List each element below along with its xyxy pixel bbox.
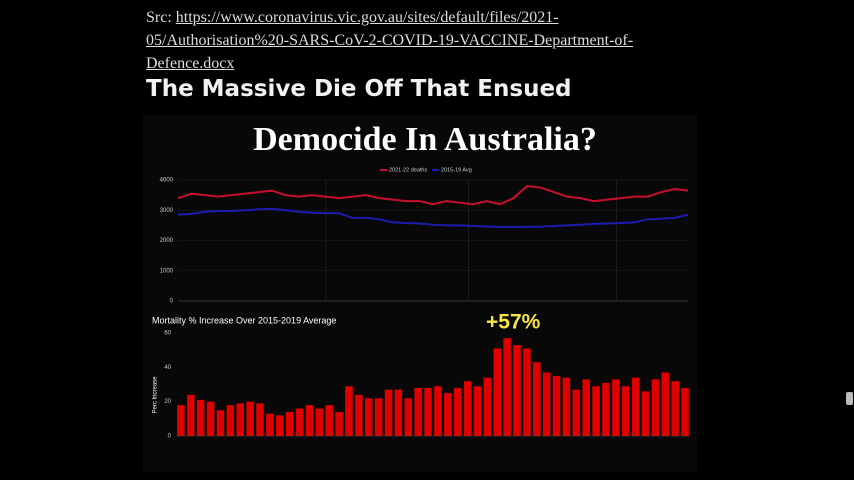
bar (444, 393, 452, 436)
bar (612, 379, 620, 436)
bar (533, 362, 541, 436)
bar (671, 381, 679, 436)
bar (315, 408, 324, 436)
bar (473, 386, 482, 436)
legend-label: 2015-19 Avg (441, 167, 472, 173)
bar (384, 389, 393, 436)
bar (552, 375, 561, 436)
y-tick-label: 20 (164, 399, 171, 405)
bar (453, 387, 462, 436)
bar (177, 405, 185, 436)
series-line (177, 207, 689, 228)
bar (483, 377, 492, 436)
bar (493, 348, 502, 436)
bar (631, 377, 640, 436)
bar (681, 387, 689, 436)
bar (424, 387, 432, 436)
bar (503, 338, 511, 436)
bar (256, 403, 264, 436)
y-tick-label: 2000 (160, 238, 174, 244)
bar (661, 372, 670, 436)
bar (295, 408, 304, 436)
bar (345, 386, 353, 436)
bar (463, 381, 472, 436)
bar (325, 405, 333, 436)
bar (602, 382, 610, 436)
bar (434, 386, 442, 436)
bar (266, 413, 274, 436)
bar (542, 372, 551, 436)
bar (355, 394, 363, 436)
bar (364, 398, 373, 436)
bar (651, 379, 660, 436)
bar (196, 399, 205, 436)
chart-title: Mortality % Increase Over 2015-2019 Aver… (152, 315, 336, 325)
bar (414, 387, 422, 436)
y-tick-label: 0 (170, 299, 174, 305)
bar (394, 389, 403, 436)
bar (523, 348, 531, 436)
bar (246, 401, 254, 436)
bar (582, 379, 590, 436)
y-tick-label: 4000 (160, 178, 174, 184)
bar (621, 386, 630, 436)
y-tick-label: 60 (164, 331, 171, 337)
bar (374, 398, 383, 436)
source-link[interactable]: https://www.coronavirus.vic.gov.au/sites… (146, 9, 634, 72)
bar (404, 398, 413, 436)
bar (187, 394, 195, 436)
y-tick-label: 3000 (160, 208, 174, 214)
bar (285, 411, 294, 436)
y-tick-label: 1000 (160, 268, 174, 274)
bar (236, 403, 245, 436)
bar (592, 386, 600, 436)
y-tick-label: 0 (168, 434, 172, 440)
image-title: Democide In Australia? (253, 121, 597, 158)
bar (276, 415, 284, 436)
y-tick-label: 40 (164, 365, 171, 371)
y-axis-label: Perc Increase (153, 376, 159, 414)
scrollbar-thumb[interactable] (846, 392, 853, 405)
section-heading: The Massive Die Off That Ensued (146, 76, 572, 102)
bar (226, 405, 235, 436)
bar (513, 345, 521, 436)
bar (572, 389, 581, 436)
source-line: Src: https://www.coronavirus.vic.gov.au/… (146, 6, 691, 75)
series-line (177, 185, 689, 206)
bar (305, 405, 314, 436)
bar (335, 411, 343, 436)
bar (206, 401, 215, 436)
bar (641, 391, 650, 436)
bar (562, 377, 571, 436)
annotation: +57% (486, 311, 541, 334)
bar (216, 410, 225, 436)
source-prefix: Src: (146, 9, 172, 26)
legend-label: 2021-22 deaths (389, 167, 427, 173)
